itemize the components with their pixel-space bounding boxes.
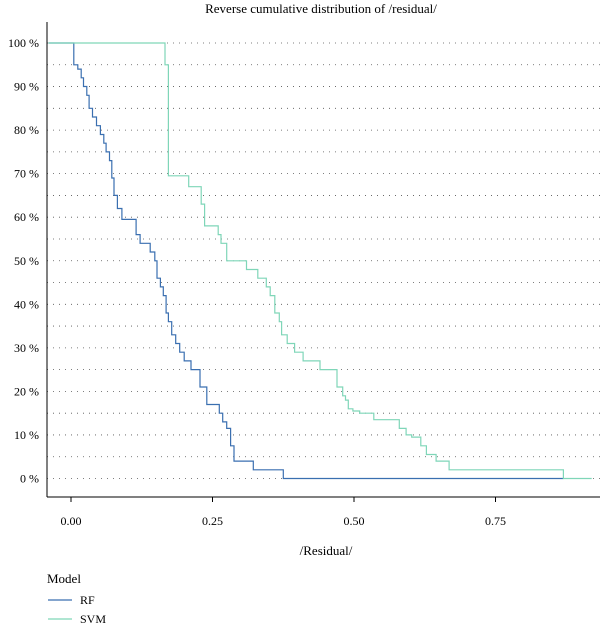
series-layer	[48, 42, 592, 480]
y-tick-label: 50 %	[14, 254, 39, 268]
series-line-rf	[48, 42, 564, 480]
y-axis: 0 % 10 % 20 % 30 % 40 % 50 % 60 % 70 % 80 % 90 % 1…	[8, 36, 39, 486]
series-line-svm	[48, 42, 592, 480]
y-tick-label: 80 %	[14, 123, 39, 137]
x-tick-label: 0.50	[344, 514, 365, 528]
legend-title: Model	[47, 571, 81, 586]
y-tick-label: 10 %	[14, 428, 39, 442]
x-tick-label: 0.75	[485, 514, 506, 528]
y-tick-label: 30 %	[14, 341, 39, 355]
x-tick-label: 0.25	[202, 514, 223, 528]
y-tick-label: 60 %	[14, 210, 39, 224]
y-tick-label: 70 %	[14, 167, 39, 181]
y-tick-label: 100 %	[8, 36, 39, 50]
x-axis: 0.00 0.25 0.50 0.75	[47, 496, 600, 528]
x-tick-label: 0.00	[61, 514, 82, 528]
x-axis-title: /Residual/	[300, 543, 353, 558]
legend-label-rf: RF	[80, 593, 95, 607]
legend-label-svm: SVM	[80, 612, 106, 626]
chart-title: Reverse cumulative distribution of /resi…	[205, 1, 437, 16]
y-tick-label: 40 %	[14, 297, 39, 311]
grid	[47, 42, 600, 479]
y-tick-label: 20 %	[14, 384, 39, 398]
y-tick-label: 90 %	[14, 80, 39, 94]
legend: Model RF SVM	[47, 571, 106, 626]
y-tick-label: 0 %	[20, 472, 39, 486]
